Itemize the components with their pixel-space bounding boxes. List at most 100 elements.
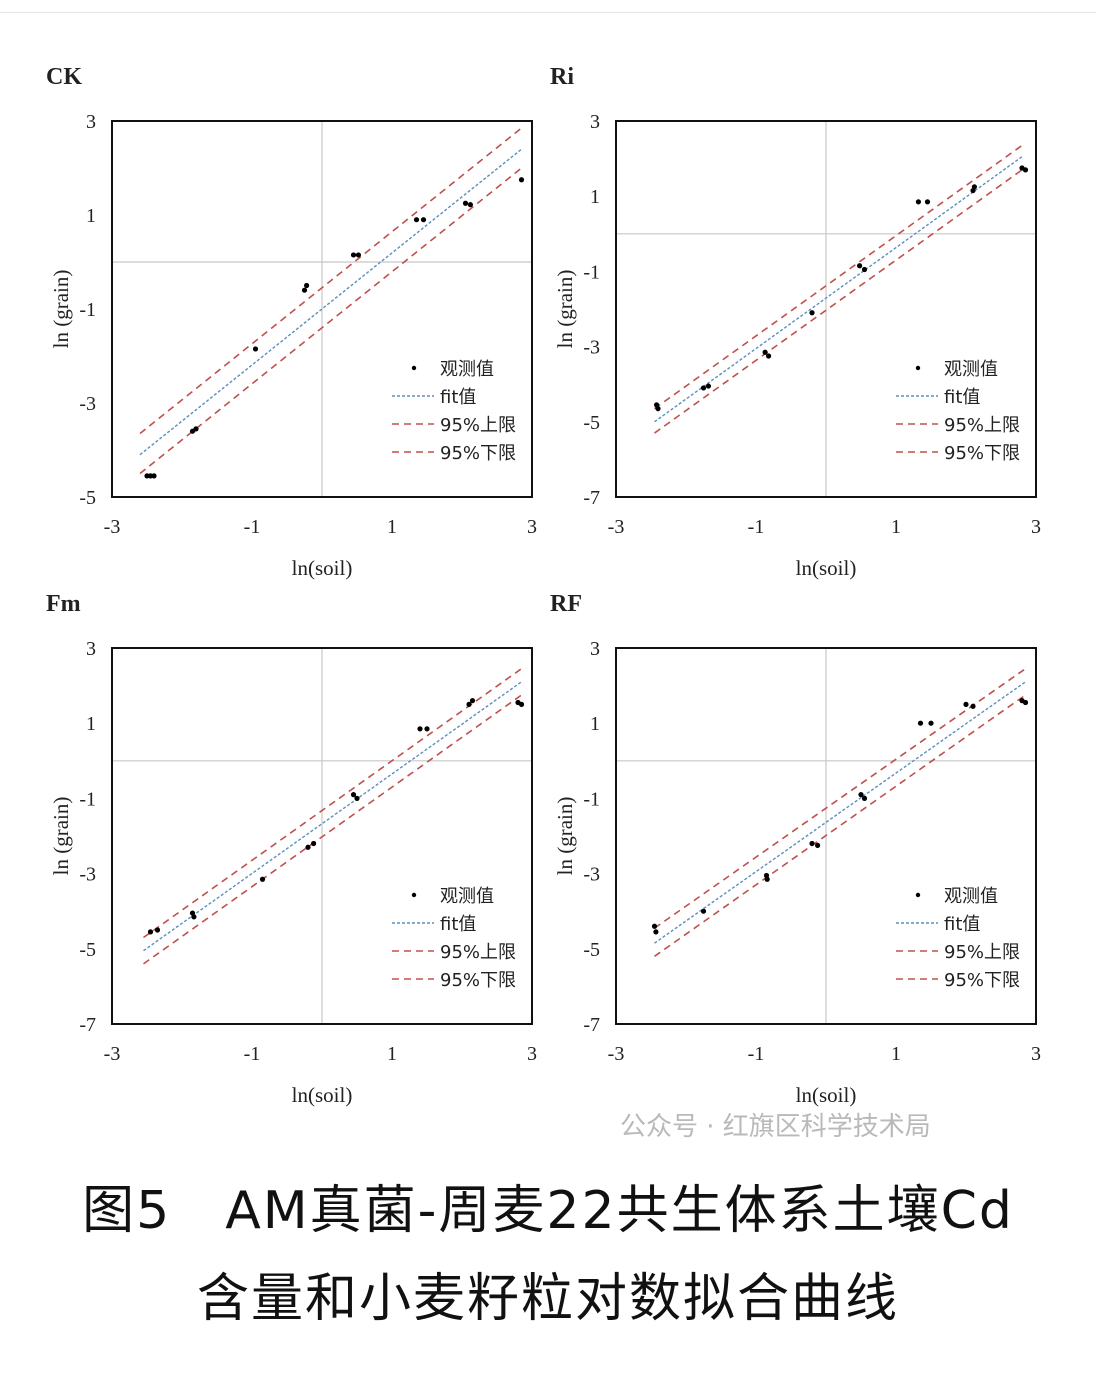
y-axis-label: ln (grain)	[553, 270, 577, 349]
lower-bound-line	[654, 694, 1026, 957]
y-tick-label: -7	[583, 487, 600, 509]
x-tick-label: -1	[244, 516, 261, 538]
x-tick-label: 1	[387, 1043, 397, 1065]
y-axis-label: ln (grain)	[49, 797, 73, 876]
y-tick-label: -3	[79, 864, 96, 886]
upper-bound-line	[143, 668, 522, 939]
scatter-plot: -3 -1 1 3 3 1 -1 -3 -5 -7 ln(soil) ln (grain) 观测值 fit…	[553, 111, 1041, 580]
data-point	[653, 929, 659, 935]
x-axis-label: ln(soil)	[796, 1083, 857, 1107]
y-tick-label: -7	[583, 1014, 600, 1036]
data-point	[311, 840, 317, 847]
y-tick-label: -1	[583, 788, 600, 810]
x-axis-label: ln(soil)	[292, 556, 353, 580]
fit-line	[654, 156, 1023, 423]
legend-label-lower: 95%下限	[944, 443, 1020, 464]
legend-label-lower: 95%下限	[440, 443, 516, 464]
y-tick-label: 3	[590, 111, 600, 133]
legend-label-upper: 95%上限	[944, 415, 1020, 436]
plot-frame	[615, 647, 1037, 1025]
data-point	[518, 177, 525, 183]
data-point	[700, 908, 707, 914]
panel-rf: RF -3 -1 1 3 3 1 -1 -3 -5 -7 ln(soil) ln (grain) 观测值…	[544, 587, 1064, 1107]
y-tick-label: -5	[79, 939, 96, 961]
y-tick-label: 3	[86, 111, 96, 133]
data-point	[861, 795, 868, 801]
legend-marker-observed	[411, 365, 417, 371]
y-tick-label: -5	[583, 939, 600, 961]
scatter-plot: -3 -1 1 3 3 1 -1 -3 -5 -7 ln(soil) ln (grain) 观测值 fit…	[49, 638, 537, 1107]
y-tick-label: -3	[583, 864, 600, 886]
data-point	[154, 927, 161, 933]
upper-bound-line	[654, 668, 1026, 929]
legend-label-observed: 观测值	[944, 886, 998, 907]
x-tick-label: 1	[891, 1043, 901, 1065]
data-point	[857, 263, 863, 269]
caption-line-1: 图5 AM真菌-周麦22共生体系土壤Cd	[82, 1181, 1014, 1241]
data-point	[971, 184, 977, 190]
y-tick-label: -5	[79, 487, 96, 509]
data-point	[301, 287, 308, 293]
lower-bound-line	[139, 167, 523, 475]
y-tick-label: 3	[86, 638, 96, 660]
data-point	[424, 726, 430, 732]
data-point	[766, 353, 772, 359]
y-axis-label: ln (grain)	[49, 270, 73, 349]
x-tick-label: -1	[748, 516, 765, 538]
data-point	[151, 473, 157, 479]
data-point	[970, 703, 976, 709]
y-tick-label: -3	[583, 337, 600, 359]
legend-marker-observed	[915, 365, 921, 371]
x-tick-label: -1	[748, 1043, 765, 1065]
y-tick-label: -3	[79, 393, 96, 415]
data-point	[700, 385, 707, 391]
x-axis-label: ln(soil)	[292, 1083, 353, 1107]
data-point	[420, 217, 427, 223]
data-point	[762, 349, 768, 355]
data-point	[963, 701, 969, 707]
legend-label-fit: fit值	[944, 914, 980, 935]
legend-label-observed: 观测值	[944, 359, 998, 380]
legend-label-observed: 观测值	[440, 359, 494, 380]
x-tick-label: 3	[1031, 516, 1041, 538]
legend-marker-observed	[915, 892, 921, 898]
data-point	[924, 199, 931, 205]
y-tick-label: 1	[590, 713, 600, 735]
panel-ri: Ri -3 -1 1 3 3 1 -1 -3 -5 -7 ln(soil) ln (grain) 观测值…	[544, 60, 1064, 580]
data-point	[1022, 699, 1029, 706]
data-point	[354, 795, 360, 801]
data-point	[252, 346, 259, 352]
data-point	[350, 792, 357, 798]
data-point	[417, 726, 423, 732]
watermark: 公众号 · 红旗区科学技术局	[620, 1112, 931, 1142]
data-point	[655, 406, 661, 412]
lower-bound-line	[654, 169, 1023, 434]
data-point	[147, 929, 154, 935]
data-point	[861, 266, 868, 273]
x-tick-label: -3	[104, 1043, 121, 1065]
x-axis-label: ln(soil)	[796, 556, 857, 580]
data-point	[764, 876, 770, 882]
data-point	[469, 698, 476, 704]
y-axis-label: ln (grain)	[553, 797, 577, 876]
data-point	[651, 923, 658, 929]
legend-marker-observed	[411, 892, 417, 898]
data-point	[809, 840, 815, 847]
top-divider	[0, 12, 1096, 13]
legend-label-upper: 95%上限	[440, 942, 516, 963]
x-tick-label: 1	[891, 516, 901, 538]
legend-label-observed: 观测值	[440, 886, 494, 907]
data-point	[193, 426, 199, 432]
data-point	[305, 844, 311, 850]
x-tick-label: -3	[608, 1043, 625, 1065]
scatter-plot: -3 -1 1 3 3 1 -1 -3 -5 -7 ln(soil) ln (grain) 观测值 fit…	[553, 638, 1041, 1107]
caption-line-2: 含量和小麦籽粒对数拟合曲线	[196, 1269, 899, 1329]
panel-title: Ri	[550, 64, 574, 90]
data-point	[518, 701, 525, 707]
data-point	[705, 383, 711, 389]
data-point	[917, 720, 924, 726]
y-tick-label: -7	[79, 1014, 96, 1036]
x-tick-label: 3	[527, 516, 537, 538]
data-point	[928, 720, 934, 726]
